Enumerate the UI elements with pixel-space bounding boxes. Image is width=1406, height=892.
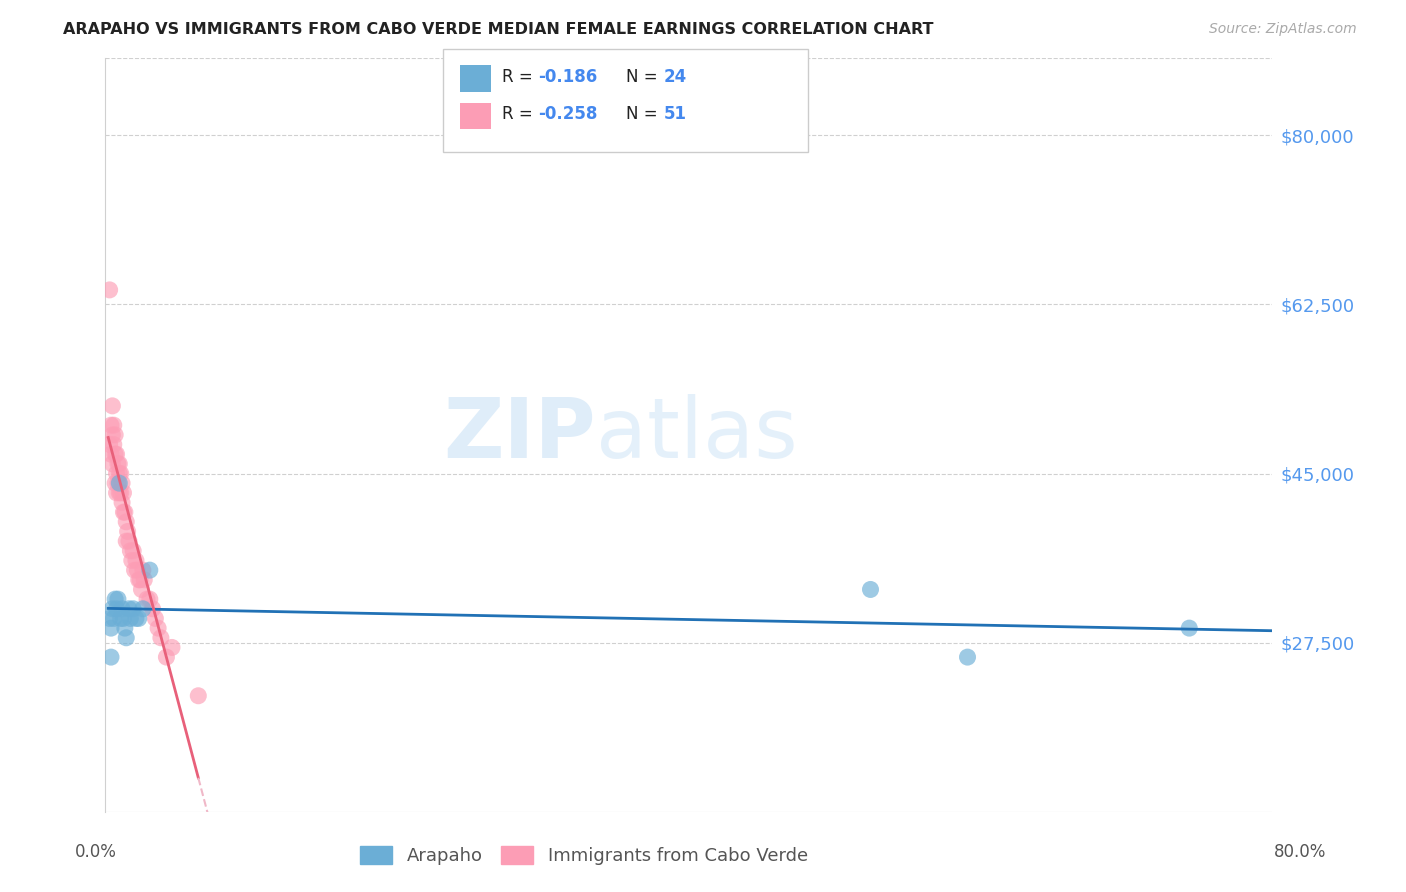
Point: [120, 543, 142, 558]
Point: [118, 601, 141, 615]
Point: [111, 495, 134, 509]
Point: [127, 563, 149, 577]
Point: [105, 485, 128, 500]
Point: [125, 611, 148, 625]
Point: [124, 563, 146, 577]
Point: [142, 601, 165, 615]
Point: [956, 650, 979, 665]
Text: atlas: atlas: [596, 394, 797, 475]
Point: [114, 505, 136, 519]
Text: ARAPAHO VS IMMIGRANTS FROM CABO VERDE MEDIAN FEMALE EARNINGS CORRELATION CHART: ARAPAHO VS IMMIGRANTS FROM CABO VERDE ME…: [63, 22, 934, 37]
Point: [111, 601, 134, 615]
Text: 24: 24: [664, 68, 688, 86]
Point: [143, 611, 166, 625]
Point: [114, 621, 136, 635]
Point: [103, 437, 125, 451]
Point: [108, 467, 131, 481]
Point: [115, 515, 138, 529]
Point: [108, 476, 131, 491]
Point: [101, 601, 124, 615]
Point: [132, 563, 155, 577]
Point: [160, 640, 183, 655]
Point: [101, 399, 124, 413]
Text: N =: N =: [626, 68, 662, 86]
Point: [103, 418, 125, 433]
Point: [105, 601, 128, 615]
Point: [111, 476, 134, 491]
Point: [104, 427, 127, 442]
Point: [110, 485, 132, 500]
Point: [103, 611, 125, 625]
Point: [136, 592, 159, 607]
Point: [155, 650, 177, 665]
Text: ZIP: ZIP: [443, 394, 596, 475]
Point: [100, 650, 122, 665]
Point: [134, 573, 156, 587]
Point: [107, 457, 129, 471]
Point: [108, 457, 131, 471]
Point: [187, 689, 209, 703]
Point: [129, 573, 152, 587]
Point: [104, 476, 127, 491]
Point: [146, 621, 169, 635]
Point: [128, 573, 150, 587]
Point: [100, 447, 122, 461]
Point: [104, 447, 127, 461]
Text: Source: ZipAtlas.com: Source: ZipAtlas.com: [1209, 22, 1357, 37]
Point: [101, 427, 124, 442]
Point: [105, 447, 128, 461]
Legend: Arapaho, Immigrants from Cabo Verde: Arapaho, Immigrants from Cabo Verde: [354, 840, 813, 871]
Point: [100, 418, 122, 433]
Point: [112, 611, 135, 625]
Point: [98, 283, 121, 297]
Text: 80.0%: 80.0%: [1274, 843, 1327, 861]
Point: [112, 485, 135, 500]
Point: [149, 631, 172, 645]
Point: [122, 543, 145, 558]
Point: [121, 553, 143, 567]
Point: [118, 534, 141, 549]
Point: [115, 631, 138, 645]
Point: [110, 467, 132, 481]
Text: -0.258: -0.258: [538, 105, 598, 123]
Point: [112, 505, 135, 519]
Point: [108, 485, 131, 500]
Point: [107, 592, 129, 607]
Point: [122, 601, 145, 615]
Point: [1178, 621, 1201, 635]
Point: [132, 601, 155, 615]
Text: N =: N =: [626, 105, 662, 123]
Text: -0.186: -0.186: [538, 68, 598, 86]
Point: [128, 611, 150, 625]
Y-axis label: Median Female Earnings: Median Female Earnings: [0, 334, 8, 536]
Point: [98, 611, 121, 625]
Point: [131, 582, 153, 597]
Point: [117, 524, 139, 539]
Text: R =: R =: [502, 105, 538, 123]
Point: [110, 611, 132, 625]
Text: 0.0%: 0.0%: [75, 843, 117, 861]
Point: [139, 592, 162, 607]
Point: [104, 592, 127, 607]
Point: [859, 582, 882, 597]
Point: [101, 457, 124, 471]
Point: [139, 563, 162, 577]
Point: [107, 476, 129, 491]
Point: [115, 534, 138, 549]
Point: [125, 553, 148, 567]
Text: 51: 51: [664, 105, 686, 123]
Point: [98, 437, 121, 451]
Point: [120, 611, 142, 625]
Point: [105, 467, 128, 481]
Point: [100, 621, 122, 635]
Text: R =: R =: [502, 68, 538, 86]
